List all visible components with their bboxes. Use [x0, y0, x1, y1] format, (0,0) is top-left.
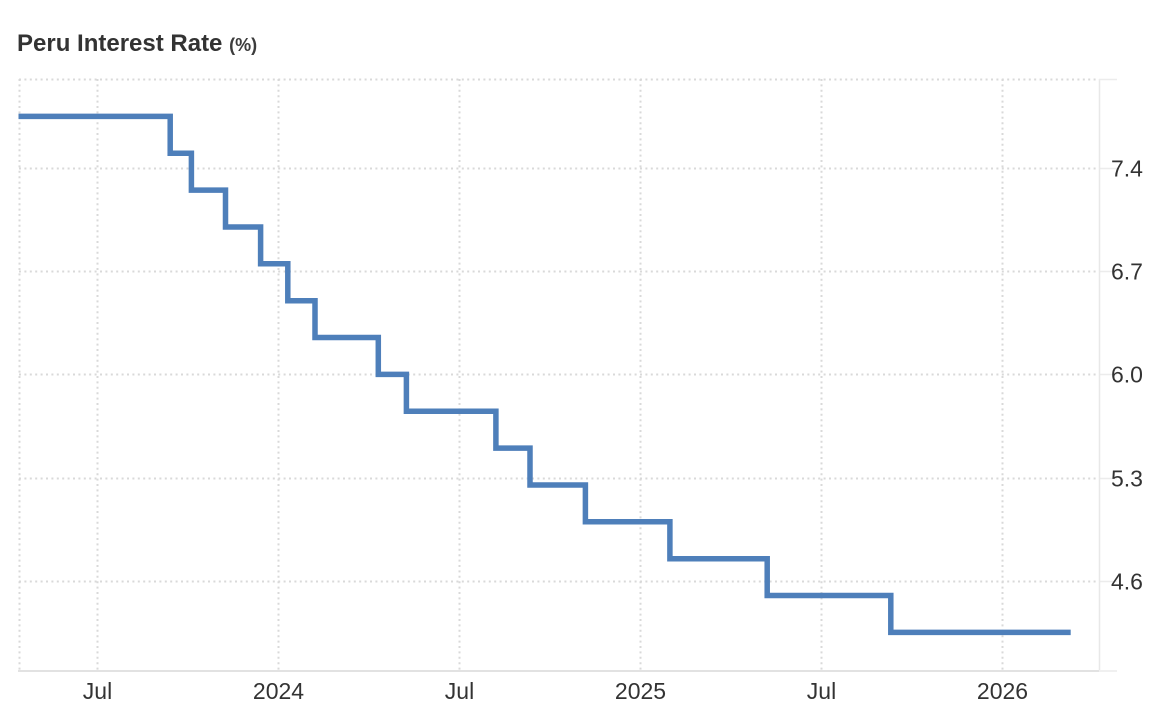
gridlines	[18, 78, 1099, 670]
chart-title: Peru Interest Rate (%)	[17, 30, 257, 58]
x-tick-label: Jul	[83, 678, 112, 704]
chart-title-text: Peru Interest Rate	[17, 30, 223, 57]
y-tick-label: 4.6	[1111, 569, 1143, 595]
y-tick-label: 7.4	[1111, 156, 1143, 182]
interest-rate-series-line	[18, 113, 1071, 636]
y-tick-label: 6.7	[1111, 259, 1143, 285]
x-tick-label: 2025	[615, 678, 666, 704]
chart-title-unit: (%)	[229, 35, 258, 55]
x-tick-label: Jul	[807, 678, 836, 704]
axes	[18, 78, 1117, 672]
y-tick-label: 5.3	[1111, 466, 1143, 492]
x-tick-label: 2026	[977, 678, 1028, 704]
axis-labels: 7.4 6.7 6.0 5.3 4.6 Jul 2024 Jul 2025 Jul 2026	[83, 156, 1143, 705]
x-tick-label: Jul	[445, 678, 474, 704]
x-tick-label: 2024	[253, 678, 304, 704]
y-tick-label: 6.0	[1111, 362, 1143, 388]
